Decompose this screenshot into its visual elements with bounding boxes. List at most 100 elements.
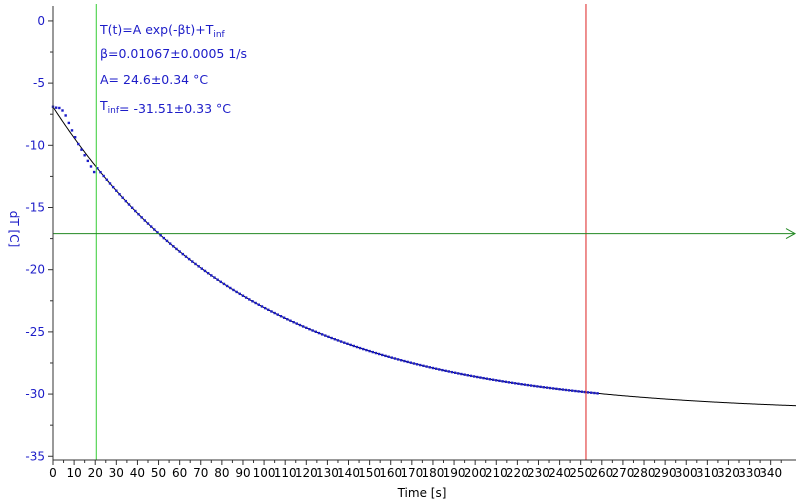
data-point xyxy=(73,136,77,139)
x-tick-label: 300 xyxy=(675,466,698,480)
data-point xyxy=(162,236,166,240)
data-point xyxy=(561,388,564,391)
y-tick-label: -25 xyxy=(25,325,45,339)
data-point xyxy=(520,383,523,386)
data-point xyxy=(241,294,245,297)
data-point xyxy=(143,219,147,222)
annotation-subscript: inf xyxy=(213,30,225,40)
data-point xyxy=(441,368,444,372)
data-point xyxy=(83,154,86,157)
data-point xyxy=(444,369,447,373)
data-point xyxy=(130,206,134,209)
data-point xyxy=(463,373,466,376)
data-point xyxy=(428,366,431,369)
x-tick-label: 310 xyxy=(696,466,719,480)
x-tick-label: 140 xyxy=(337,466,360,480)
data-point xyxy=(311,329,314,332)
data-point xyxy=(327,335,330,339)
x-tick-label: 240 xyxy=(548,466,571,480)
data-point xyxy=(539,385,542,389)
axes-layer: 0 10 20 30 40 50 60 70 80 90 100110120130140150160… xyxy=(25,6,796,480)
data-point xyxy=(137,213,140,216)
data-point xyxy=(593,391,596,395)
data-point xyxy=(279,315,283,318)
horizontal-marker-arrow xyxy=(785,228,797,240)
data-point xyxy=(111,185,115,189)
data-point xyxy=(586,391,590,394)
annotation-text: β=0.01067±0.0005 1/s xyxy=(100,46,247,61)
data-point xyxy=(292,321,295,324)
data-point xyxy=(457,372,460,375)
data-point xyxy=(371,350,374,354)
data-point xyxy=(96,167,99,170)
x-tick-label: 230 xyxy=(527,466,550,480)
y-tick-label: -20 xyxy=(25,263,45,277)
x-tick-label: 80 xyxy=(214,466,229,480)
data-point xyxy=(403,359,406,363)
x-axis-label: Time [s] xyxy=(397,486,447,500)
data-point xyxy=(156,231,159,234)
data-point xyxy=(393,357,397,360)
data-point xyxy=(64,114,67,117)
data-point xyxy=(476,375,479,379)
x-tick-label: 30 xyxy=(109,466,124,480)
data-point xyxy=(495,379,498,382)
data-point xyxy=(523,383,526,386)
x-tick-label: 220 xyxy=(506,466,529,480)
data-point xyxy=(159,234,162,237)
data-point xyxy=(251,300,254,303)
data-point xyxy=(210,274,213,277)
y-tick-label: -30 xyxy=(25,387,45,401)
data-point xyxy=(358,346,362,350)
data-point xyxy=(339,340,343,343)
annotation-text: A= 24.6±0.34 °C xyxy=(100,72,208,87)
x-tick-label: 330 xyxy=(738,466,761,480)
data-point xyxy=(406,360,409,364)
data-point xyxy=(121,196,124,199)
data-point xyxy=(346,342,349,345)
data-point xyxy=(526,383,530,387)
data-point xyxy=(343,341,346,344)
data-point xyxy=(396,358,400,361)
data-point xyxy=(434,367,438,370)
x-tick-label: 70 xyxy=(193,466,208,480)
data-point xyxy=(517,382,520,385)
data-point xyxy=(542,386,545,389)
data-point xyxy=(469,374,473,378)
data-point xyxy=(387,355,390,358)
data-point xyxy=(305,326,308,330)
data-point xyxy=(336,339,340,342)
data-point xyxy=(564,388,568,392)
data-point xyxy=(203,269,207,273)
data-point xyxy=(89,165,93,168)
data-point xyxy=(194,262,197,266)
data-point xyxy=(115,189,118,192)
y-tick-label: -35 xyxy=(25,449,45,463)
data-point xyxy=(349,343,352,347)
data-point xyxy=(172,245,175,248)
y-axis-label: dT [C] xyxy=(7,211,21,248)
data-point xyxy=(558,388,561,391)
data-point xyxy=(485,377,488,380)
annotation-line: A= 24.6±0.34 °C xyxy=(100,72,208,87)
x-tick-label: 0 xyxy=(49,466,57,480)
data-point xyxy=(514,382,517,385)
x-tick-label: 160 xyxy=(379,466,402,480)
data-point xyxy=(447,370,450,373)
data-point xyxy=(552,387,555,390)
data-point xyxy=(67,121,71,125)
x-tick-label: 190 xyxy=(443,466,466,480)
data-point xyxy=(289,319,292,322)
data-point xyxy=(175,247,178,251)
data-point xyxy=(330,336,333,340)
data-point xyxy=(324,334,327,337)
data-point xyxy=(244,296,248,299)
x-tick-label: 60 xyxy=(172,466,187,480)
data-point xyxy=(472,375,476,378)
data-point xyxy=(355,345,359,349)
data-point xyxy=(178,250,181,253)
data-point xyxy=(232,288,235,292)
data-point xyxy=(197,265,200,268)
data-point xyxy=(238,292,242,296)
data-point xyxy=(390,356,393,359)
